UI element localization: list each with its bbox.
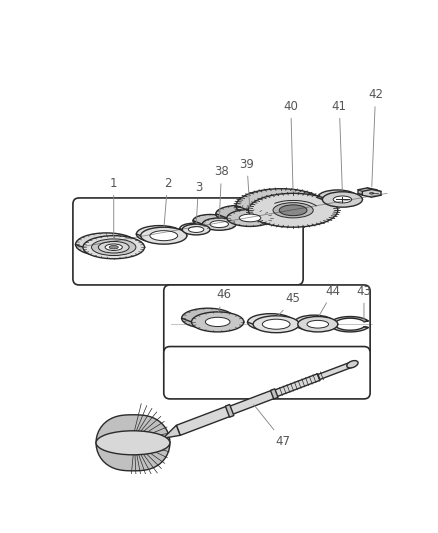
Ellipse shape — [96, 431, 170, 455]
Text: 39: 39 — [239, 158, 254, 209]
Ellipse shape — [145, 229, 173, 239]
Ellipse shape — [239, 214, 260, 222]
Ellipse shape — [303, 319, 324, 327]
Ellipse shape — [191, 312, 243, 332]
Ellipse shape — [98, 241, 129, 253]
Polygon shape — [176, 406, 231, 435]
Ellipse shape — [188, 227, 203, 232]
Polygon shape — [155, 425, 180, 446]
Text: 3: 3 — [194, 181, 201, 223]
Polygon shape — [357, 188, 376, 196]
Ellipse shape — [279, 205, 306, 216]
Ellipse shape — [92, 239, 136, 255]
Ellipse shape — [181, 308, 233, 328]
Ellipse shape — [306, 320, 328, 328]
Ellipse shape — [248, 193, 337, 227]
Ellipse shape — [297, 317, 337, 332]
Ellipse shape — [293, 315, 333, 330]
Text: 42: 42 — [367, 88, 382, 187]
Ellipse shape — [205, 317, 230, 327]
Ellipse shape — [182, 224, 209, 235]
Text: 43: 43 — [356, 285, 371, 321]
Text: 44: 44 — [318, 285, 340, 316]
Polygon shape — [225, 405, 233, 417]
Ellipse shape — [236, 189, 325, 223]
Polygon shape — [361, 189, 380, 197]
Ellipse shape — [136, 225, 182, 243]
Text: 47: 47 — [253, 405, 290, 448]
Polygon shape — [329, 317, 367, 332]
Text: 46: 46 — [216, 288, 231, 312]
Text: 1: 1 — [110, 177, 117, 238]
Ellipse shape — [369, 192, 373, 194]
Polygon shape — [270, 389, 277, 399]
Ellipse shape — [317, 190, 357, 205]
Ellipse shape — [346, 361, 357, 368]
Ellipse shape — [83, 236, 144, 259]
Ellipse shape — [140, 227, 187, 244]
Ellipse shape — [75, 233, 137, 256]
Ellipse shape — [272, 203, 313, 218]
Ellipse shape — [202, 218, 236, 230]
Ellipse shape — [105, 244, 122, 251]
FancyBboxPatch shape — [163, 346, 369, 399]
FancyBboxPatch shape — [163, 285, 369, 367]
Polygon shape — [317, 362, 353, 379]
Polygon shape — [78, 203, 298, 281]
Text: 2: 2 — [163, 177, 171, 227]
Ellipse shape — [247, 314, 293, 330]
Ellipse shape — [186, 225, 201, 231]
Ellipse shape — [180, 223, 207, 234]
Ellipse shape — [253, 316, 299, 333]
FancyBboxPatch shape — [73, 198, 303, 285]
Ellipse shape — [226, 209, 272, 227]
Polygon shape — [96, 415, 170, 471]
Ellipse shape — [256, 317, 284, 327]
Polygon shape — [272, 374, 319, 397]
Ellipse shape — [149, 231, 177, 241]
Text: 38: 38 — [214, 165, 228, 217]
Polygon shape — [228, 390, 275, 415]
Text: 41: 41 — [331, 100, 346, 190]
Ellipse shape — [209, 221, 228, 228]
Ellipse shape — [321, 192, 362, 207]
Ellipse shape — [215, 205, 261, 222]
Ellipse shape — [332, 196, 351, 203]
Ellipse shape — [109, 246, 118, 249]
Ellipse shape — [328, 194, 346, 201]
Text: 40: 40 — [283, 100, 297, 192]
Ellipse shape — [262, 319, 290, 329]
Ellipse shape — [193, 214, 226, 227]
Text: 45: 45 — [277, 292, 300, 316]
